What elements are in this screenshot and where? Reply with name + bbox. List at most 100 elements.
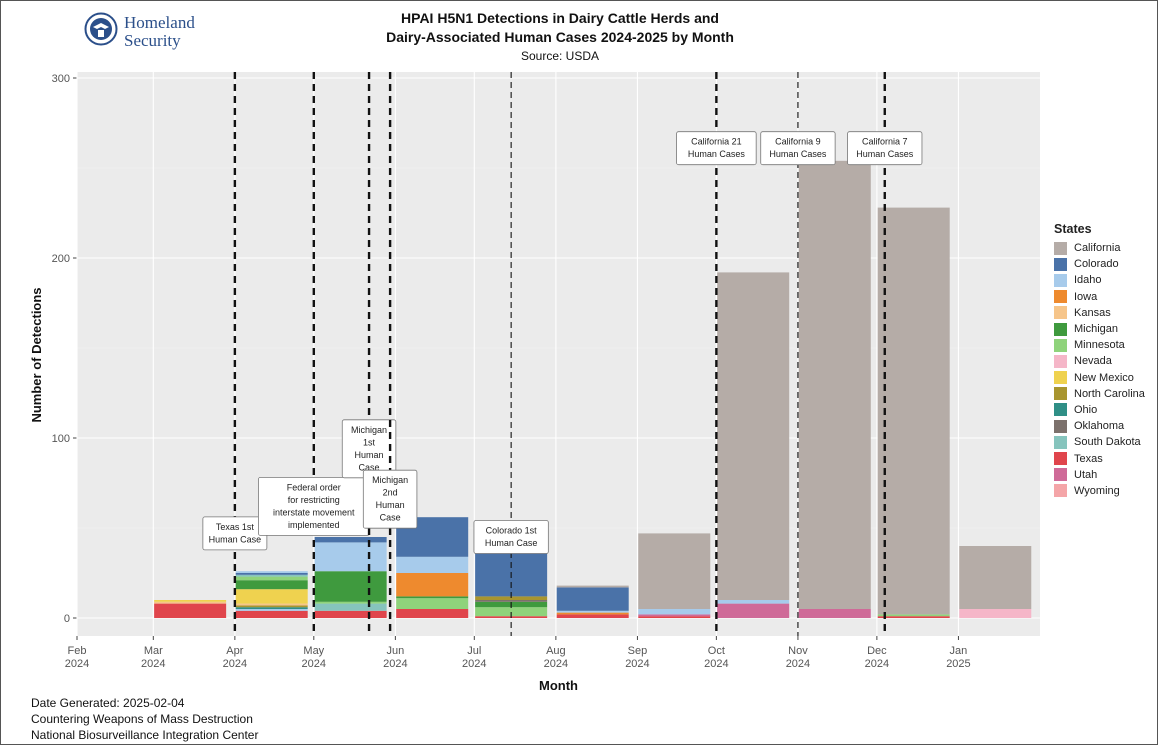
event-label-box [847,131,923,166]
x-tick-label-year: 2025 [946,658,970,670]
homeland-security-logo: Homeland Security [84,12,224,56]
event-label-text: Human Cases [856,149,914,159]
legend-swatch [1054,371,1067,385]
bar-segment [396,598,469,609]
legend-item: Utah [1054,467,1145,483]
bar-segment [235,605,308,608]
legend-label: Wyoming [1074,484,1120,497]
legend-item: Ohio [1054,402,1145,418]
event-label-box [676,131,757,166]
x-tick-label-month: Sep [628,645,648,657]
x-tick-label-month: Feb [68,645,87,657]
legend-swatch [1054,452,1067,466]
bar-segment [717,600,790,604]
bar-segment [396,596,469,599]
legend-label: California [1074,242,1121,255]
x-tick-label-year: 2024 [223,658,247,670]
chart-title-line1: HPAI H5N1 Detections in Dairy Cattle Her… [401,10,719,26]
legend-label: Minnesota [1074,339,1125,352]
logo-text-line2: Security [124,31,181,50]
legend-swatch [1054,484,1067,498]
legend-label: Texas [1074,452,1103,465]
x-tick-label-year: 2024 [65,658,89,670]
legend-item: Idaho [1054,272,1145,288]
legend-item: Wyoming [1054,483,1145,499]
y-tick-label: 200 [52,253,70,265]
x-tick-label-month: May [303,645,324,657]
x-tick-label-month: Jun [386,645,404,657]
x-tick-label-month: Oct [708,645,725,657]
event-label-text: interstate movement [273,507,355,517]
x-tick-label-year: 2024 [383,658,407,670]
bar-segment [235,574,308,577]
bar-segment [154,600,227,602]
x-tick-label-year: 2024 [544,658,568,670]
legend-swatch [1054,241,1067,255]
event-label-text: Michigan [372,475,408,485]
bar-segment [235,610,308,618]
event-label-text: implemented [288,520,340,530]
event-label-text: California 21 [691,137,742,147]
bar-segment [396,573,469,597]
bar-segment [396,609,469,618]
bar-segment [798,609,871,618]
chart-title-line2: Dairy-Associated Human Cases 2024-2025 b… [386,29,734,45]
legend-swatch [1054,354,1067,368]
bar-segment [877,616,950,618]
legend-swatch [1054,338,1067,352]
x-tick-label-month: Jul [467,645,481,657]
bar-segment [877,207,950,615]
bar-segment [314,603,387,611]
x-tick-label-month: Aug [546,645,566,657]
bar-segment [556,614,629,618]
legend-item: Kansas [1054,305,1145,321]
bar-segment [475,607,548,617]
bar-segment [314,601,387,604]
legend-item: Colorado [1054,256,1145,272]
event-label-box [473,520,549,554]
legend-swatch [1054,419,1067,433]
legend-item: Michigan [1054,321,1145,337]
legend-item: Minnesota [1054,337,1145,353]
legend-swatch [1054,435,1067,449]
event-label-text: California 9 [775,137,821,147]
y-tick-label: 0 [64,613,70,625]
x-tick-label-month: Mar [144,645,163,657]
legend-label: Oklahoma [1074,420,1125,433]
bar-segment [475,600,548,602]
legend-label: Michigan [1074,323,1119,336]
legend-item: Oklahoma [1054,418,1145,434]
legend-label: Iowa [1074,290,1098,303]
legend-swatch [1054,387,1067,401]
legend-label: Ohio [1074,403,1098,416]
legend-label: North Carolina [1074,387,1145,400]
bar-segment [556,585,629,588]
bar-segment [717,603,790,618]
dhs-seal-icon [84,12,118,46]
bar-segment [638,614,711,617]
legend-title: States [1054,222,1092,236]
x-tick-label-month: Nov [788,645,808,657]
x-tick-label-month: Apr [226,645,243,657]
bar-segment [396,556,469,573]
bar-segment [959,546,1032,609]
legend-item: New Mexico [1054,370,1145,386]
bar-segment [314,542,387,572]
event-label-box [362,469,418,529]
logo-text-line1: Homeland [124,13,195,32]
x-tick-label-year: 2024 [865,658,889,670]
legend-label: Colorado [1074,258,1119,271]
legend-swatch [1054,290,1067,304]
x-axis-title: Month [539,678,578,693]
bar-segment [235,573,308,575]
legend-swatch [1054,322,1067,336]
event-label-text: Human Cases [688,149,746,159]
legend-label: South Dakota [1074,436,1141,449]
legend-item: Iowa [1054,289,1145,305]
event-label-text: Human Cases [769,149,827,159]
event-label-text: for restricting [288,495,340,505]
bar-segment [235,571,308,573]
bar-segment [314,610,387,618]
x-tick-label-year: 2024 [786,658,810,670]
x-tick-label-month: Dec [867,645,887,657]
